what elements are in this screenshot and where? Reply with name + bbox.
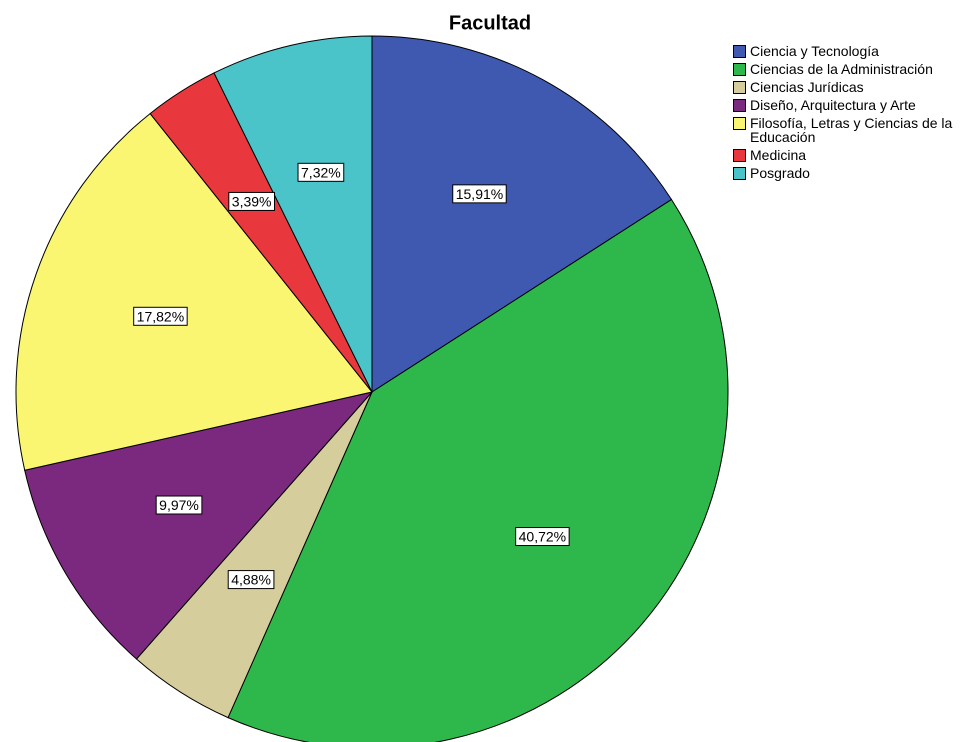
value-label: 4,88% xyxy=(231,572,271,588)
pie-slice xyxy=(371,35,673,393)
legend-label: Diseño, Arquitectura y Arte xyxy=(750,97,916,113)
legend-swatch xyxy=(733,81,746,94)
legend-item: Diseño, Arquitectura y Arte xyxy=(733,98,961,112)
value-label: 7,32% xyxy=(301,164,341,180)
legend-item: Medicina xyxy=(733,148,961,162)
pie-slice xyxy=(24,391,374,660)
value-label: 3,39% xyxy=(232,193,272,209)
legend-label: Ciencias Jurídicas xyxy=(750,79,864,95)
legend-swatch xyxy=(733,63,746,76)
legend-item: Posgrado xyxy=(733,166,961,180)
value-label-box xyxy=(452,184,507,204)
value-label-box xyxy=(297,162,345,182)
legend-label: Medicina xyxy=(750,147,807,163)
legend: Ciencia y Tecnología Ciencias de la Admin… xyxy=(733,44,961,184)
legend-item: Ciencias de la Administración xyxy=(733,62,961,76)
value-label: 15,91% xyxy=(456,186,503,202)
legend-swatch xyxy=(733,167,746,180)
legend-label: Filosofía, Letras y Ciencias de la Educa… xyxy=(750,115,953,145)
value-label-box xyxy=(155,495,203,515)
pie-slice xyxy=(15,112,373,471)
value-label: 17,82% xyxy=(137,308,184,324)
legend-item: Ciencias Jurídicas xyxy=(733,80,961,94)
legend-swatch xyxy=(733,149,746,162)
pie-slice xyxy=(227,198,729,742)
pie-slice xyxy=(213,35,373,393)
legend-swatch xyxy=(733,45,746,58)
legend-label: Ciencia y Tecnología xyxy=(750,43,879,59)
legend-item: Ciencia y Tecnología xyxy=(733,44,961,58)
legend-item: Filosofía, Letras y Ciencias de la Educa… xyxy=(733,116,961,144)
value-label: 9,97% xyxy=(159,497,199,513)
legend-swatch xyxy=(733,99,746,112)
chart-title: Facultad xyxy=(449,12,531,34)
legend-label: Ciencias de la Administración xyxy=(750,61,933,77)
value-label-box xyxy=(228,191,276,211)
value-label-box xyxy=(227,570,275,590)
value-label-box xyxy=(133,306,188,326)
legend-label: Posgrado xyxy=(750,165,810,181)
value-label: 40,72% xyxy=(519,529,566,545)
legend-swatch xyxy=(733,117,746,130)
value-label-box xyxy=(515,527,570,547)
